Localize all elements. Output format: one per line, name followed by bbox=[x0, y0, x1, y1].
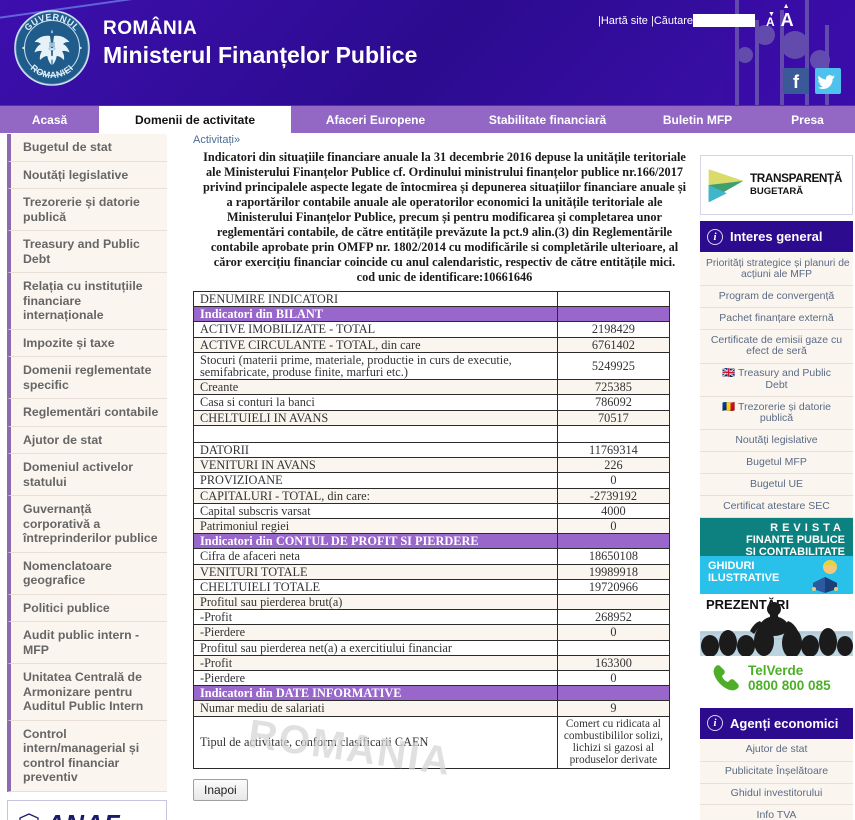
svg-text:f: f bbox=[793, 72, 800, 92]
